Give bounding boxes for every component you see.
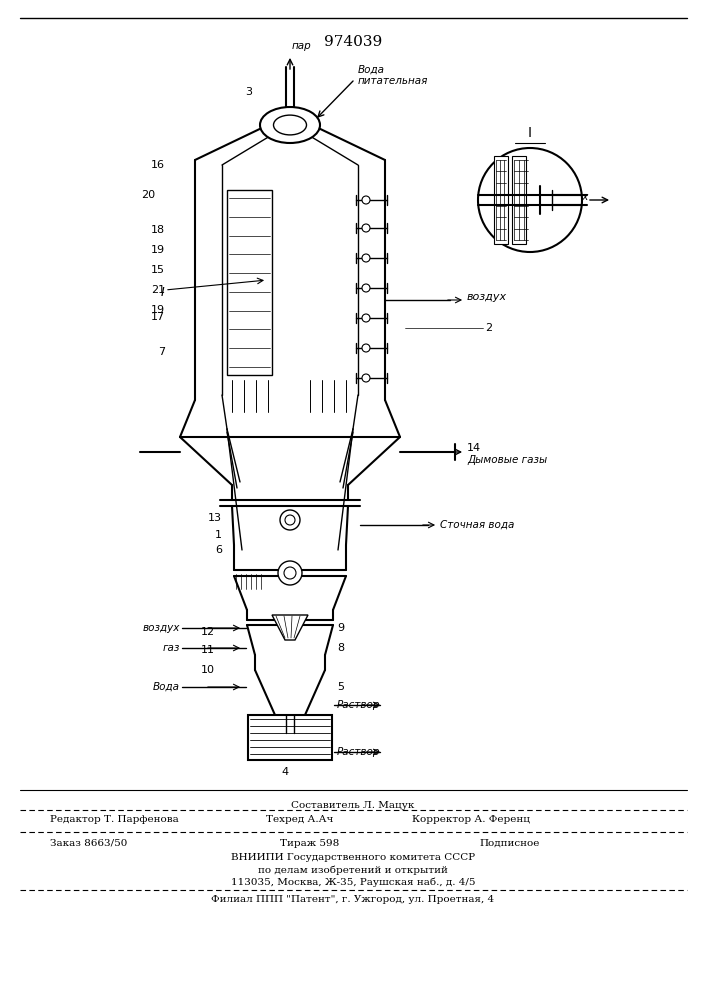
Text: 10: 10 xyxy=(201,665,215,675)
Text: 16: 16 xyxy=(151,160,165,170)
Text: Редактор Т. Парфенова: Редактор Т. Парфенова xyxy=(50,816,179,824)
Text: 12: 12 xyxy=(201,627,215,637)
Text: 1: 1 xyxy=(215,530,222,540)
Text: Раствор: Раствор xyxy=(337,747,380,757)
Text: 19: 19 xyxy=(151,245,165,255)
Text: ВНИИПИ Государственного комитета СССР: ВНИИПИ Государственного комитета СССР xyxy=(231,852,475,861)
Bar xyxy=(512,156,526,244)
Circle shape xyxy=(362,374,370,382)
Text: 18: 18 xyxy=(151,225,165,235)
Circle shape xyxy=(362,254,370,262)
Text: 7: 7 xyxy=(158,347,165,357)
Text: Корректор А. Ференц: Корректор А. Ференц xyxy=(412,816,530,824)
Circle shape xyxy=(285,515,295,525)
Text: Дымовые газы: Дымовые газы xyxy=(467,455,547,465)
Text: Техред А.Ач: Техред А.Ач xyxy=(267,816,334,824)
Bar xyxy=(494,156,508,244)
Text: 9: 9 xyxy=(337,623,344,633)
Circle shape xyxy=(362,314,370,322)
Text: I: I xyxy=(528,126,532,140)
Text: воздух: воздух xyxy=(143,623,180,633)
Bar xyxy=(227,190,272,375)
Bar xyxy=(248,715,332,760)
Circle shape xyxy=(362,284,370,292)
Text: Составитель Л. Мацук: Составитель Л. Мацук xyxy=(291,800,415,810)
Text: 15: 15 xyxy=(151,265,165,275)
Text: Сточная вода: Сточная вода xyxy=(440,520,515,530)
Text: 13: 13 xyxy=(208,513,222,523)
Text: Вода
питательная: Вода питательная xyxy=(358,64,428,86)
Text: 19: 19 xyxy=(151,305,165,315)
Text: 11: 11 xyxy=(201,645,215,655)
Text: 2: 2 xyxy=(485,323,492,333)
Text: Раствор: Раствор xyxy=(337,700,380,710)
Text: воздух: воздух xyxy=(467,292,507,302)
Circle shape xyxy=(478,148,582,252)
Polygon shape xyxy=(272,615,308,640)
Text: I: I xyxy=(161,286,165,298)
Text: 20: 20 xyxy=(141,190,155,200)
Circle shape xyxy=(362,224,370,232)
Text: 14: 14 xyxy=(467,443,481,453)
Text: Заказ 8663/50: Заказ 8663/50 xyxy=(50,838,127,848)
Text: воздух: воздух xyxy=(552,192,590,202)
Text: Вода: Вода xyxy=(153,682,180,692)
Circle shape xyxy=(362,344,370,352)
Text: 6: 6 xyxy=(215,545,222,555)
Text: 3: 3 xyxy=(245,87,252,97)
Text: пар: пар xyxy=(292,41,312,51)
Text: 974039: 974039 xyxy=(324,35,382,49)
Text: 113035, Москва, Ж-35, Раушская наб., д. 4/5: 113035, Москва, Ж-35, Раушская наб., д. … xyxy=(230,877,475,887)
Circle shape xyxy=(362,196,370,204)
Circle shape xyxy=(280,510,300,530)
Text: по делам изобретений и открытий: по делам изобретений и открытий xyxy=(258,865,448,875)
Circle shape xyxy=(284,567,296,579)
Text: 17: 17 xyxy=(151,312,165,322)
Ellipse shape xyxy=(260,107,320,143)
Text: Подписное: Подписное xyxy=(479,838,540,848)
Text: Филиал ППП "Патент", г. Ужгород, ул. Проетная, 4: Филиал ППП "Патент", г. Ужгород, ул. Про… xyxy=(211,896,495,904)
Text: 4: 4 xyxy=(281,767,288,777)
Text: Тираж 598: Тираж 598 xyxy=(281,838,339,848)
Circle shape xyxy=(278,561,302,585)
Text: 5: 5 xyxy=(337,682,344,692)
Text: 21: 21 xyxy=(151,285,165,295)
Text: 8: 8 xyxy=(337,643,344,653)
Text: газ: газ xyxy=(163,643,180,653)
